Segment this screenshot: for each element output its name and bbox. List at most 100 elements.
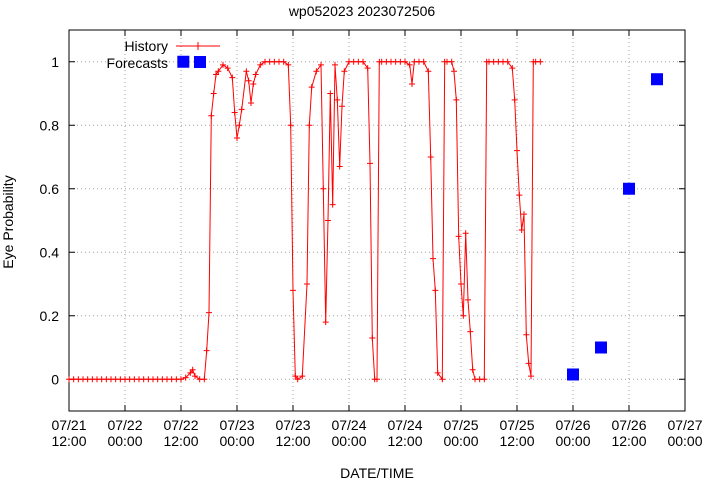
history-point (525, 360, 532, 367)
y-tick-label: 0 (51, 371, 59, 387)
legend-label-forecasts: Forecasts (107, 55, 168, 71)
history-point (420, 58, 427, 65)
legend-marker-history (194, 42, 202, 50)
y-tick-label: 1 (51, 54, 59, 70)
history-point (469, 366, 476, 373)
x-tick-label-date: 07/22 (107, 417, 142, 433)
legend-marker-forecasts (194, 56, 206, 68)
forecast-point (567, 368, 579, 381)
history-point (460, 312, 467, 319)
legend-label-history: History (124, 38, 168, 54)
history-point (215, 68, 222, 75)
x-tick-label-date: 07/26 (611, 417, 646, 433)
history-point (213, 71, 219, 78)
history-point (224, 65, 231, 72)
x-tick-label-date: 07/23 (219, 417, 254, 433)
history-point (516, 192, 523, 199)
y-axis-label: Eye Probability (0, 175, 16, 268)
history-point (220, 61, 226, 68)
history-point (250, 80, 257, 87)
plot-frame (68, 29, 686, 412)
history-point (280, 58, 287, 65)
forecast-point (623, 182, 635, 195)
history-point (537, 58, 544, 65)
history-point (367, 160, 373, 167)
history-point (402, 58, 408, 65)
history-point (467, 328, 474, 335)
history-point (504, 58, 511, 65)
history-point (439, 376, 446, 383)
history-point (339, 103, 345, 110)
forecast-point (177, 55, 190, 68)
history-point (210, 90, 217, 97)
history-point (192, 373, 198, 380)
x-tick-label-time: 00:00 (667, 433, 702, 449)
history-point (360, 58, 366, 65)
history-point (290, 287, 296, 294)
y-tick-label: 0.8 (40, 117, 60, 133)
history-point (234, 134, 240, 141)
x-tick-label-date: 07/27 (667, 417, 702, 433)
forecast-point (595, 341, 607, 354)
history-point (287, 122, 294, 129)
history-point (187, 369, 194, 376)
history-point (432, 287, 439, 294)
history-point (334, 96, 341, 103)
history-point (514, 147, 520, 154)
history-point (182, 374, 189, 381)
x-tick-label-time: 12:00 (499, 433, 534, 449)
history-point (189, 366, 196, 373)
history-point (257, 61, 264, 68)
y-tick-label: 0.6 (40, 181, 60, 197)
history-point (238, 106, 245, 113)
history-point (528, 373, 534, 380)
x-tick-label-date: 07/24 (387, 417, 422, 433)
history-point (327, 90, 334, 97)
history-point (455, 233, 462, 240)
history-point (521, 211, 527, 218)
history-point (208, 112, 215, 119)
x-tick-label-date: 07/22 (163, 417, 198, 433)
history-point (509, 65, 516, 72)
x-axis-label: DATE/TIME (340, 465, 414, 481)
history-point (425, 68, 432, 75)
history-point (409, 80, 415, 87)
x-tick-label-date: 07/25 (443, 417, 478, 433)
x-axis-ticks: 07/2112:0007/2200:0007/2212:0007/2300:00… (51, 30, 703, 449)
forecasts-series (177, 55, 663, 381)
x-tick-label-date: 07/25 (499, 417, 534, 433)
history-point (374, 376, 380, 383)
history-series (66, 58, 544, 383)
history-point (427, 154, 434, 160)
x-tick-label-time: 00:00 (443, 433, 478, 449)
x-tick-label-time: 00:00 (107, 433, 142, 449)
history-point (453, 96, 460, 103)
forecast-point (651, 73, 663, 86)
x-tick-label-time: 12:00 (51, 433, 86, 449)
history-point (203, 347, 210, 354)
history-point (299, 373, 306, 380)
history-point (294, 376, 301, 383)
x-tick-label-date: 07/26 (555, 417, 590, 433)
x-tick-label-time: 12:00 (387, 433, 422, 449)
history-point (518, 227, 525, 234)
history-point (306, 122, 313, 129)
x-tick-label-time: 12:00 (611, 433, 646, 449)
history-point (236, 122, 243, 129)
history-point (201, 376, 208, 383)
x-tick-label-time: 00:00 (331, 433, 366, 449)
history-point (320, 185, 327, 192)
x-tick-label-time: 12:00 (163, 433, 198, 449)
history-point (364, 65, 371, 72)
history-point (325, 217, 331, 224)
y-axis-ticks: 0 0.2 0.4 0.6 0.8 1 (40, 54, 685, 387)
history-point (462, 230, 469, 237)
y-tick-label: 0.2 (40, 308, 60, 324)
x-tick-label-date: 07/24 (331, 417, 366, 433)
history-point (430, 255, 436, 262)
history-point (341, 68, 348, 75)
x-tick-label-date: 07/23 (275, 417, 310, 433)
history-point (458, 281, 464, 287)
history-point (318, 61, 324, 68)
